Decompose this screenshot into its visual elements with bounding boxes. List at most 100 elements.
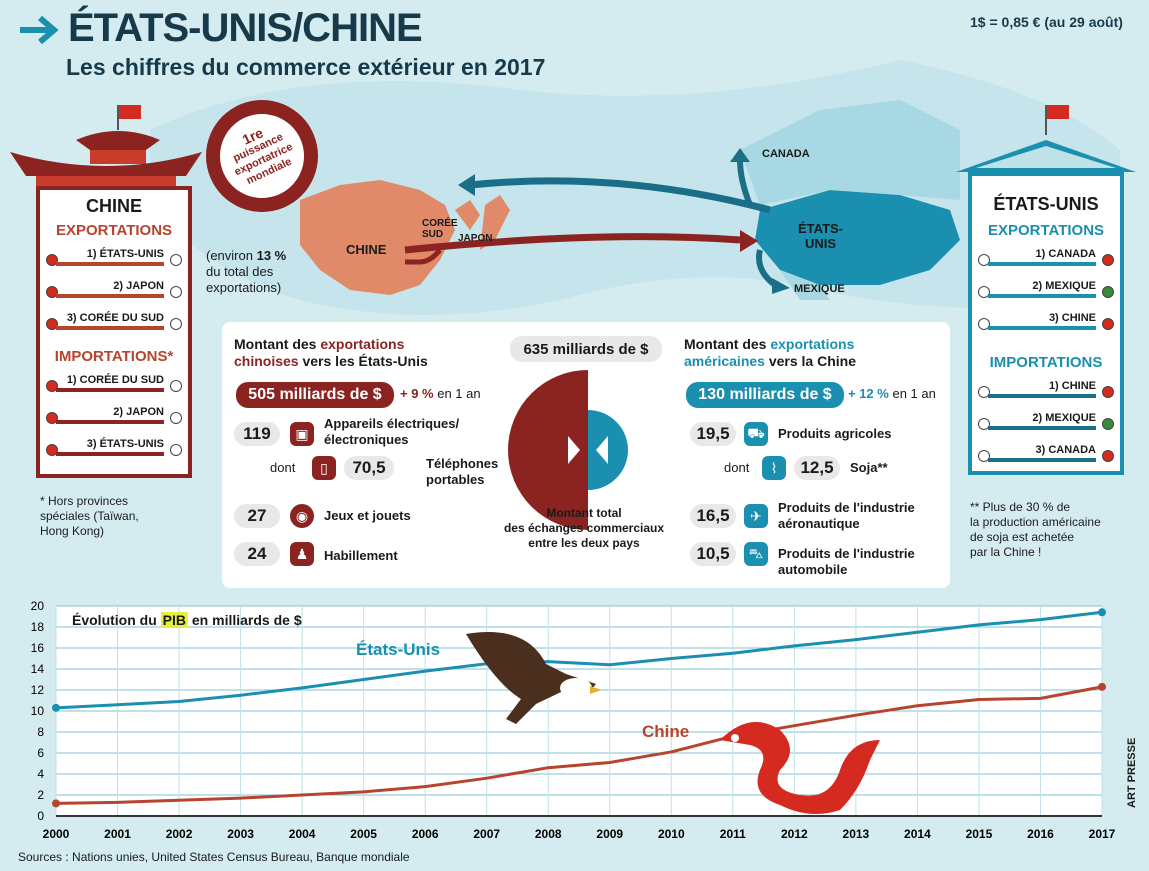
usa-item-value: 12,5 — [794, 456, 840, 480]
usa-panel-title: ÉTATS-UNIS — [993, 194, 1099, 214]
car-icon: ⛍ — [744, 542, 768, 566]
china-footnote: * Hors provinces spéciales (Taïwan, Hong K… — [40, 494, 139, 538]
map-label-china: CHINE — [346, 242, 387, 257]
y-tick-label: 16 — [31, 641, 45, 655]
tractor-icon: ⛟ — [744, 422, 768, 446]
trade-circle — [508, 370, 628, 530]
phone-icon: ▯ — [312, 456, 336, 480]
dragon-icon — [720, 722, 880, 814]
china-item-label: Habillement — [324, 548, 398, 563]
page-title: ÉTATS-UNIS/CHINE — [68, 6, 423, 50]
airplane-icon: ✈ — [744, 504, 768, 528]
trade-panel: Montant des exportations chinoises vers … — [222, 322, 950, 588]
usa-imports-title: IMPORTATIONS — [989, 354, 1103, 371]
clothing-icon: ♟ — [290, 542, 314, 566]
usa-panel: ÉTATS-UNIS EXPORTATIONS 1) CANADA 2) MEX… — [968, 172, 1124, 475]
usa-export-row: 3) CHINE — [978, 312, 1114, 332]
x-tick-label: 2000 — [43, 827, 70, 841]
x-tick-label: 2010 — [658, 827, 685, 841]
china-panel-title: CHINE — [85, 196, 142, 216]
usa-exports-total: 130 milliards de $ — [686, 382, 844, 408]
credit: ART PRESSE — [1126, 737, 1138, 808]
usa-item-label: Produits de l'industrie aéronautique — [778, 500, 915, 531]
sources: Sources : Nations unies, United States C… — [18, 850, 410, 864]
china-import-row: 3) ÉTATS-UNIS — [46, 438, 182, 458]
x-tick-label: 2011 — [720, 827, 746, 841]
china-item-value: 27 — [234, 504, 280, 528]
china-exports-heading: Montant des exportations chinoises vers … — [234, 336, 428, 369]
usa-export-row: 2) MEXIQUE — [978, 280, 1114, 300]
x-tick-label: 2007 — [473, 827, 500, 841]
x-tick-label: 2012 — [781, 827, 808, 841]
china-panel: CHINE EXPORTATIONS 1) ÉTATS-UNIS 2) JAPO… — [36, 186, 192, 478]
temple-roof-icon — [956, 105, 1136, 172]
x-tick-label: 2015 — [966, 827, 993, 841]
x-tick-label: 2003 — [227, 827, 254, 841]
total-trade-pill: 635 milliards de $ — [510, 336, 662, 362]
y-tick-label: 18 — [31, 620, 45, 634]
x-tick-label: 2014 — [904, 827, 931, 841]
data-point — [52, 799, 60, 808]
usa-item-value: 16,5 — [690, 504, 736, 528]
data-point — [1098, 682, 1106, 691]
series-line-usa — [55, 610, 1103, 710]
map-label-usa: ÉTATS- UNIS — [798, 221, 844, 251]
usa-item-label: Soja** — [850, 460, 888, 475]
y-tick-label: 10 — [31, 704, 45, 718]
usa-growth: + 12 % en 1 an — [848, 386, 936, 401]
world-map-background — [150, 60, 1120, 315]
usa-import-row: 2) MEXIQUE — [978, 412, 1114, 432]
usa-item-label: Produits agricoles — [778, 426, 892, 441]
chart-title: Évolution du PIB en milliards de $ — [72, 612, 302, 628]
china-item-value: 119 — [234, 422, 280, 446]
usa-import-row: 3) CANADA — [978, 444, 1114, 464]
series-label-china: Chine — [642, 722, 690, 741]
usa-import-row: 1) CHINE — [978, 380, 1114, 400]
usa-item-label: Produits de l'industrie automobile — [778, 546, 915, 577]
usa-exports-title: EXPORTATIONS — [987, 222, 1105, 239]
total-trade-caption: Montant total des échanges commerciaux ent… — [503, 506, 665, 550]
china-item-label: Appareils électriques/électroniques — [324, 416, 460, 447]
electronics-icon: ▣ — [290, 422, 314, 446]
usa-item-value: 19,5 — [690, 422, 736, 446]
y-tick-label: 6 — [37, 746, 44, 760]
usa-footnote: ** Plus de 30 % de la production américai… — [970, 500, 1101, 559]
x-tick-label: 2016 — [1027, 827, 1054, 841]
x-tick-label: 2017 — [1089, 827, 1116, 841]
pagoda-roof-icon — [10, 105, 202, 188]
exporter-seal: 1re puissance exportatrice mondiale — [206, 100, 318, 212]
exchange-rate: 1$ = 0,85 € (au 29 août) — [970, 14, 1123, 30]
map-label-canada: CANADA — [762, 148, 810, 160]
map-label-japan: JAPON — [458, 233, 493, 244]
y-tick-label: 12 — [31, 683, 45, 697]
x-tick-label: 2004 — [289, 827, 316, 841]
y-tick-label: 20 — [31, 599, 45, 613]
y-tick-label: 4 — [37, 767, 44, 781]
china-item-label: Jeux et jouets — [324, 508, 411, 523]
usa-export-row: 1) CANADA — [978, 248, 1114, 268]
china-exports-title: EXPORTATIONS — [55, 222, 173, 239]
series-label-usa: États-Unis — [356, 640, 441, 659]
x-tick-label: 2002 — [166, 827, 193, 841]
eagle-icon — [466, 632, 602, 724]
x-tick-label: 2005 — [350, 827, 377, 841]
china-export-row: 1) ÉTATS-UNIS — [46, 248, 182, 268]
china-exports-total: 505 milliards de $ — [236, 382, 394, 408]
data-point — [52, 703, 60, 712]
dont-label: dont — [724, 460, 750, 475]
china-export-share: (environ 13 % du total des exportations) — [206, 248, 287, 295]
china-imports-title: IMPORTATIONS* — [54, 348, 174, 365]
china-import-row: 2) JAPON — [46, 406, 182, 426]
x-tick-label: 2013 — [843, 827, 870, 841]
usa-exports-heading: Montant des exportations américaines ver… — [684, 336, 856, 369]
x-tick-label: 2006 — [412, 827, 439, 841]
x-tick-label: 2009 — [596, 827, 623, 841]
china-item-value: 24 — [234, 542, 280, 566]
soy-icon: ⌇ — [762, 456, 786, 480]
data-point — [1098, 608, 1106, 617]
china-import-row: 1) CORÉE DU SUD — [46, 374, 182, 394]
map-label-korea: CORÉE SUD — [422, 218, 458, 240]
china-growth: + 9 % en 1 an — [400, 386, 481, 401]
x-tick-label: 2008 — [535, 827, 562, 841]
china-export-row: 3) CORÉE DU SUD — [46, 312, 182, 332]
